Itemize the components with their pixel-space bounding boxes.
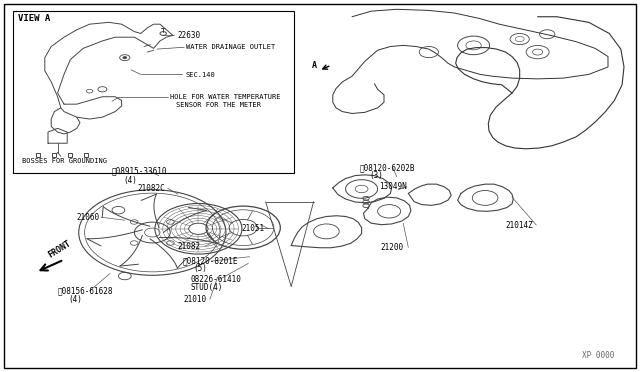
Text: WATER DRAINAGE OUTLET: WATER DRAINAGE OUTLET <box>186 44 275 50</box>
Text: 22630: 22630 <box>178 31 201 40</box>
Text: SENSOR FOR THE METER: SENSOR FOR THE METER <box>176 102 261 108</box>
Text: BOSSES FOR GROUNDING: BOSSES FOR GROUNDING <box>22 158 108 164</box>
Text: STUD(4): STUD(4) <box>191 283 223 292</box>
Text: (5): (5) <box>193 264 207 273</box>
Text: A: A <box>312 61 317 70</box>
Text: 13049N: 13049N <box>379 182 406 191</box>
Text: Ⓓ08120-8201E: Ⓓ08120-8201E <box>182 257 238 266</box>
Circle shape <box>189 223 208 234</box>
Text: Ⓒ08156-61628: Ⓒ08156-61628 <box>58 286 113 295</box>
Text: SEC.140: SEC.140 <box>186 72 215 78</box>
Bar <box>13 11 294 173</box>
Text: 21014Z: 21014Z <box>506 221 533 230</box>
Text: Ⓒ08120-6202B: Ⓒ08120-6202B <box>360 164 415 173</box>
Text: 21060: 21060 <box>77 213 100 222</box>
Text: 21082: 21082 <box>178 242 201 251</box>
Text: (4): (4) <box>68 295 83 304</box>
Text: HOLE FOR WATER TEMPERATURE: HOLE FOR WATER TEMPERATURE <box>170 94 280 100</box>
Text: XP 0000: XP 0000 <box>582 351 614 360</box>
Text: 08226-61410: 08226-61410 <box>191 275 241 284</box>
Text: (4): (4) <box>124 176 138 185</box>
Text: Ⓦ08915-33610: Ⓦ08915-33610 <box>112 167 168 176</box>
Text: (3): (3) <box>369 171 383 180</box>
Text: FRONT: FRONT <box>46 239 72 260</box>
Circle shape <box>160 32 166 35</box>
Text: 21010: 21010 <box>183 295 206 304</box>
Text: 21082C: 21082C <box>138 184 165 193</box>
Text: 21051: 21051 <box>242 224 265 233</box>
Circle shape <box>123 57 127 59</box>
Text: VIEW A: VIEW A <box>18 14 50 23</box>
Text: 21200: 21200 <box>381 243 404 252</box>
